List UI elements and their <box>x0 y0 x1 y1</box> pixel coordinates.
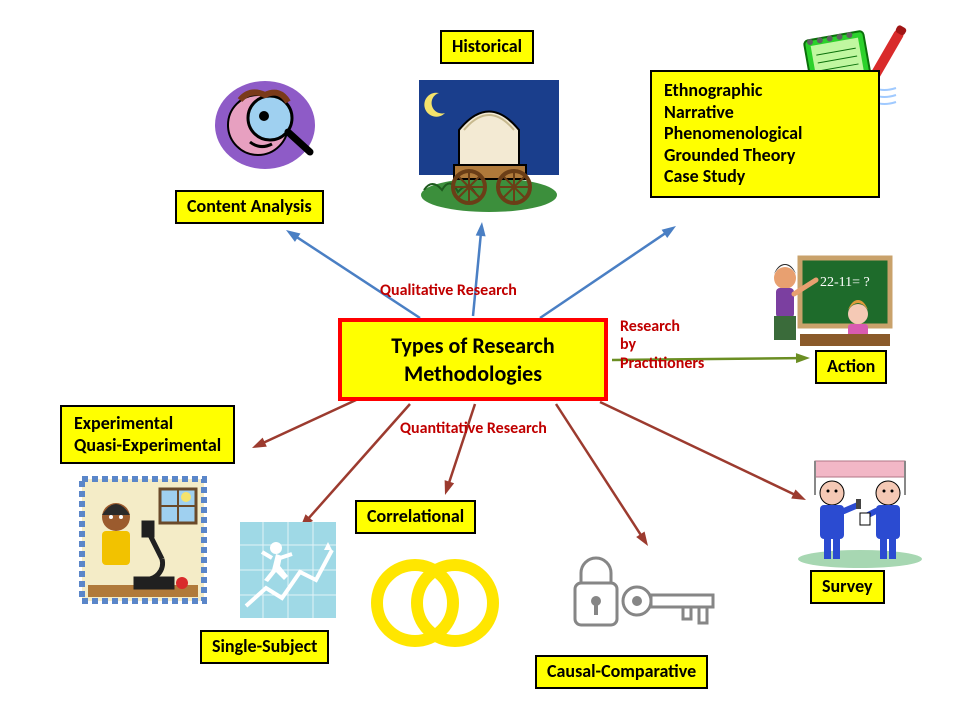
qual-item-1: Narrative <box>664 102 866 124</box>
correlational-node: Correlational <box>355 500 476 534</box>
interviewers-icon <box>790 455 930 570</box>
experimental-node: Experimental Quasi-Experimental <box>60 405 235 464</box>
qual-item-0: Ethnographic <box>664 80 866 102</box>
qualitative-list-node: Ethnographic Narrative Phenomenological … <box>650 70 880 198</box>
qual-item-2: Phenomenological <box>664 123 866 145</box>
board-text-svg: 22-11= ? <box>820 275 870 290</box>
qual-item-4: Case Study <box>664 166 866 188</box>
running-chart-icon <box>238 520 338 620</box>
practitioners-annotation: Research by Practitioners <box>620 318 704 373</box>
center-title-line2: Methodologies <box>356 360 590 388</box>
microscope-scene-icon <box>78 475 208 605</box>
qualitative-annotation: Qualitative Research <box>380 282 517 300</box>
quantitative-annotation: Quantitative Research <box>400 420 547 438</box>
lock-key-icon <box>565 545 725 640</box>
content-analysis-node: Content Analysis <box>175 190 324 224</box>
teacher-board-icon: 22-11= ? <box>760 250 895 350</box>
venn-icon <box>360 550 510 655</box>
center-title-line1: Types of Research <box>356 332 590 360</box>
qual-item-3: Grounded Theory <box>664 145 866 167</box>
survey-node: Survey <box>810 570 885 604</box>
historical-icon <box>414 75 564 215</box>
historical-node: Historical <box>440 30 534 64</box>
action-node: Action <box>815 350 887 384</box>
causal-comparative-node: Causal-Comparative <box>535 655 708 689</box>
single-subject-node: Single-Subject <box>200 630 329 664</box>
content-analysis-icon <box>210 70 320 180</box>
center-title-box: Types of Research Methodologies <box>338 318 608 401</box>
